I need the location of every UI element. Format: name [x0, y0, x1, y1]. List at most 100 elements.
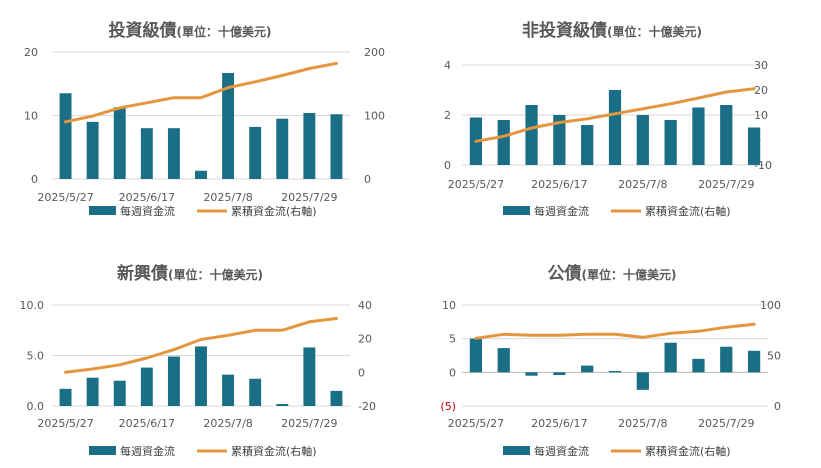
legend-bar-swatch — [89, 206, 116, 215]
bar-weekly-flow — [747, 127, 761, 165]
bar-weekly-flow — [59, 388, 72, 406]
line-cumulative-flow — [64, 317, 338, 374]
chart-title-unit: (單位：十億美元) — [607, 24, 702, 39]
bar-weekly-flow — [113, 107, 126, 179]
bar-weekly-flow — [86, 121, 99, 179]
chart-title: 投資級債(單位：十億美元) — [109, 20, 272, 41]
x-tick-label: 2025/5/27 — [448, 417, 504, 430]
bar-weekly-flow — [249, 126, 262, 179]
bar-weekly-flow — [59, 93, 72, 179]
chart-title-main: 投資級債 — [109, 20, 177, 41]
bar-weekly-flow — [276, 403, 289, 406]
chart-title-unit: (單位：十億美元) — [582, 267, 677, 282]
y-left-tick-label: 10 — [442, 299, 456, 312]
y-left-tick-label: 0 — [449, 366, 456, 379]
chart-panel-2: 非投資級債(單位：十億美元)024-1001020302025/5/272025… — [444, 20, 772, 218]
bar-weekly-flow — [608, 90, 622, 165]
bar-weekly-flow — [330, 114, 343, 179]
y-right-tick-label: 0 — [364, 173, 371, 186]
y-left-tick-label: 10 — [24, 110, 38, 123]
bar-weekly-flow — [113, 380, 126, 406]
legend-bar-label: 每週資金流 — [120, 204, 175, 218]
y-left-tick-label: 5.0 — [27, 350, 45, 363]
x-tick-label: 2025/7/29 — [698, 178, 754, 191]
bar-weekly-flow — [497, 348, 510, 373]
x-tick-label: 2025/7/8 — [618, 417, 667, 430]
x-tick-label: 2025/6/17 — [119, 417, 175, 430]
bar-weekly-flow — [469, 338, 483, 373]
bar-weekly-flow — [747, 350, 761, 373]
bar-weekly-flow — [553, 115, 566, 165]
bar-weekly-flow — [222, 72, 235, 179]
bar-weekly-flow — [581, 125, 594, 165]
bar-weekly-flow — [692, 358, 705, 373]
bar-weekly-flow — [195, 346, 207, 406]
legend-bar-swatch — [89, 446, 116, 455]
x-tick-label: 2025/6/17 — [119, 191, 175, 204]
line-cumulative-flow — [474, 322, 756, 340]
x-tick-label: 2025/7/8 — [618, 178, 667, 191]
y-left-tick-label: 0 — [444, 159, 451, 172]
bar-weekly-flow — [608, 370, 622, 373]
bar-weekly-flow — [222, 374, 235, 406]
bar-weekly-flow — [581, 365, 594, 373]
bar-weekly-flow — [140, 128, 153, 179]
bar-weekly-flow — [720, 105, 733, 165]
y-left-tick-label: 20 — [24, 46, 38, 59]
y-right-tick-label: -20 — [358, 400, 376, 413]
bar-weekly-flow — [664, 120, 677, 165]
bar-weekly-flow — [664, 342, 677, 373]
legend-bar-swatch — [503, 446, 530, 455]
legend-bar-swatch — [503, 206, 530, 215]
y-right-tick-label: 200 — [364, 46, 385, 59]
bar-weekly-flow — [276, 118, 289, 179]
chart-panel-3: 新興債(單位：十億美元) 0.0 5.0 10.0 -20 0 20 40 2025/5/27 2… — [20, 263, 376, 458]
y-right-tick-label: 40 — [358, 299, 372, 312]
y-left-tick-label: 5 — [449, 333, 456, 346]
bar-weekly-flow — [330, 390, 343, 406]
x-tick-label: 2025/5/27 — [448, 178, 504, 191]
line-cumulative-flow — [64, 61, 338, 124]
bar-weekly-flow — [497, 120, 510, 165]
chart-title-unit: (單位：十億美元) — [168, 267, 263, 282]
bar-weekly-flow — [636, 372, 649, 390]
chart-title-main: 公債 — [548, 263, 582, 284]
legend: 每週資金流 累積資金流(右軸) — [503, 204, 731, 218]
chart-title-unit: (單位：十億美元) — [177, 24, 272, 39]
y-right-tick-label: 30 — [754, 59, 768, 72]
bar-weekly-flow — [692, 107, 705, 165]
x-tick-label: 2025/6/17 — [531, 417, 587, 430]
y-left-tick-label: 10.0 — [20, 299, 45, 312]
y-right-tick-label: 20 — [754, 84, 768, 97]
legend: 每週資金流 累積資金流(右軸) — [89, 444, 317, 458]
y-right-tick-label: 100 — [364, 110, 385, 123]
legend-bar-label: 每週資金流 — [120, 444, 175, 458]
legend-line-label: 累積資金流(右軸) — [231, 204, 317, 218]
bar-weekly-flow — [553, 372, 566, 376]
y-right-tick-label: 0 — [358, 366, 365, 379]
bar-weekly-flow — [303, 112, 316, 179]
y-right-tick-label: 50 — [767, 350, 781, 363]
bar-weekly-flow — [140, 367, 153, 406]
chart-title-main: 新興債 — [117, 263, 168, 284]
bar-weekly-flow — [525, 372, 538, 376]
legend-bar-label: 每週資金流 — [534, 204, 589, 218]
legend: 每週資金流 累積資金流(右軸) — [503, 444, 731, 458]
legend-line-label: 累積資金流(右軸) — [645, 444, 731, 458]
bar-weekly-flow — [195, 170, 207, 179]
x-tick-label: 2025/5/27 — [37, 417, 93, 430]
legend-bar-label: 每週資金流 — [534, 444, 589, 458]
x-tick-label: 2025/7/8 — [203, 417, 252, 430]
x-tick-label: 2025/7/29 — [281, 191, 337, 204]
chart-title: 非投資級債(單位：十億美元) — [522, 20, 702, 41]
y-left-tick-label: 0 — [31, 173, 38, 186]
y-right-tick-label: 0 — [774, 400, 781, 413]
x-tick-label: 2025/7/8 — [203, 191, 252, 204]
y-left-tick-label: 4 — [444, 59, 451, 72]
chart-title-main: 非投資級債 — [522, 20, 607, 41]
x-tick-label: 2025/5/27 — [37, 191, 93, 204]
legend: 每週資金流 累積資金流(右軸) — [89, 204, 317, 218]
